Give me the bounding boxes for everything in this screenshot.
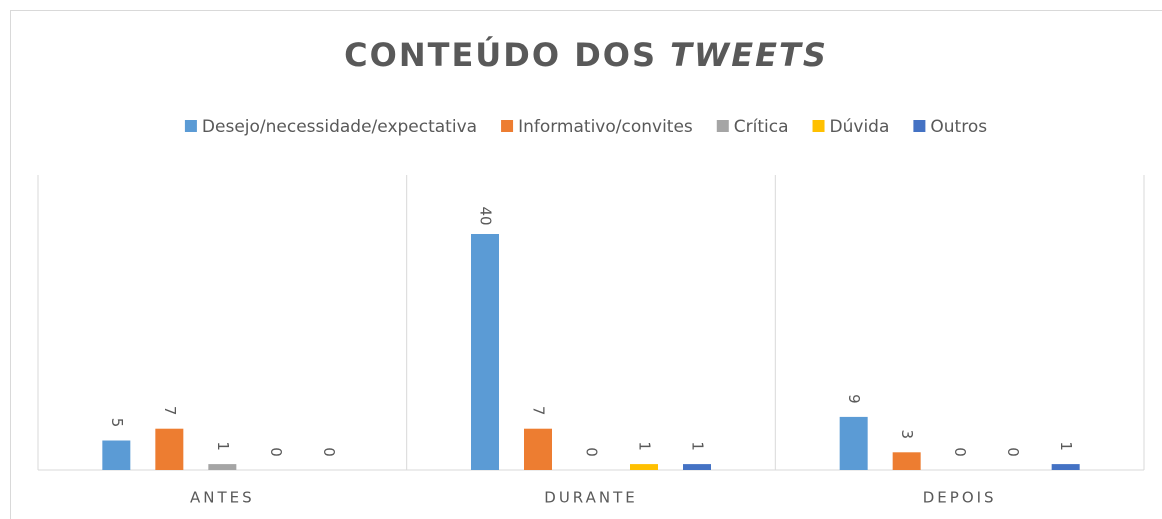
bar [155, 428, 184, 470]
bar [892, 452, 921, 470]
legend-label: Informativo/convites [518, 117, 693, 137]
data-label: 0 [320, 447, 338, 457]
data-label: 0 [583, 447, 601, 457]
legend-swatch [184, 120, 197, 132]
legend-swatch [716, 120, 729, 132]
data-label: 1 [636, 441, 654, 451]
chart-title: CONTEÚDO DOS TWEETS [344, 35, 828, 74]
legend-label: Outros [930, 117, 987, 137]
data-label: 1 [1057, 441, 1075, 451]
data-label: 40 [477, 206, 495, 225]
x-tick-label: DURANTE [544, 489, 637, 507]
legend-label: Dúvida [830, 117, 890, 137]
data-label: 0 [1004, 447, 1022, 457]
data-label: 7 [530, 406, 548, 416]
data-label: 3 [898, 430, 916, 440]
x-tick-label: DEPOIS [923, 489, 997, 507]
bar [1051, 464, 1080, 470]
data-label: 7 [161, 406, 179, 416]
bar [471, 234, 499, 470]
legend-swatch [913, 120, 926, 132]
data-label: 9 [845, 394, 863, 404]
legend: Desejo/necessidade/expectativa Informativ… [184, 117, 987, 137]
bar [839, 416, 868, 470]
data-label: 1 [689, 441, 707, 451]
chart-border [10, 10, 1162, 519]
bar [208, 464, 237, 470]
bar [102, 440, 131, 470]
data-label: 5 [108, 418, 126, 428]
data-label: 1 [214, 441, 232, 451]
legend-swatch [812, 120, 825, 132]
bar [630, 464, 658, 470]
data-label: 0 [951, 447, 969, 457]
x-tick-label: ANTES [190, 489, 255, 507]
legend-swatch [501, 120, 514, 132]
legend-label: Desejo/necessidade/expectativa [202, 117, 477, 137]
data-label: 0 [267, 447, 285, 457]
bar [683, 464, 711, 470]
bar [524, 428, 552, 470]
legend-label: Crítica [734, 117, 789, 137]
